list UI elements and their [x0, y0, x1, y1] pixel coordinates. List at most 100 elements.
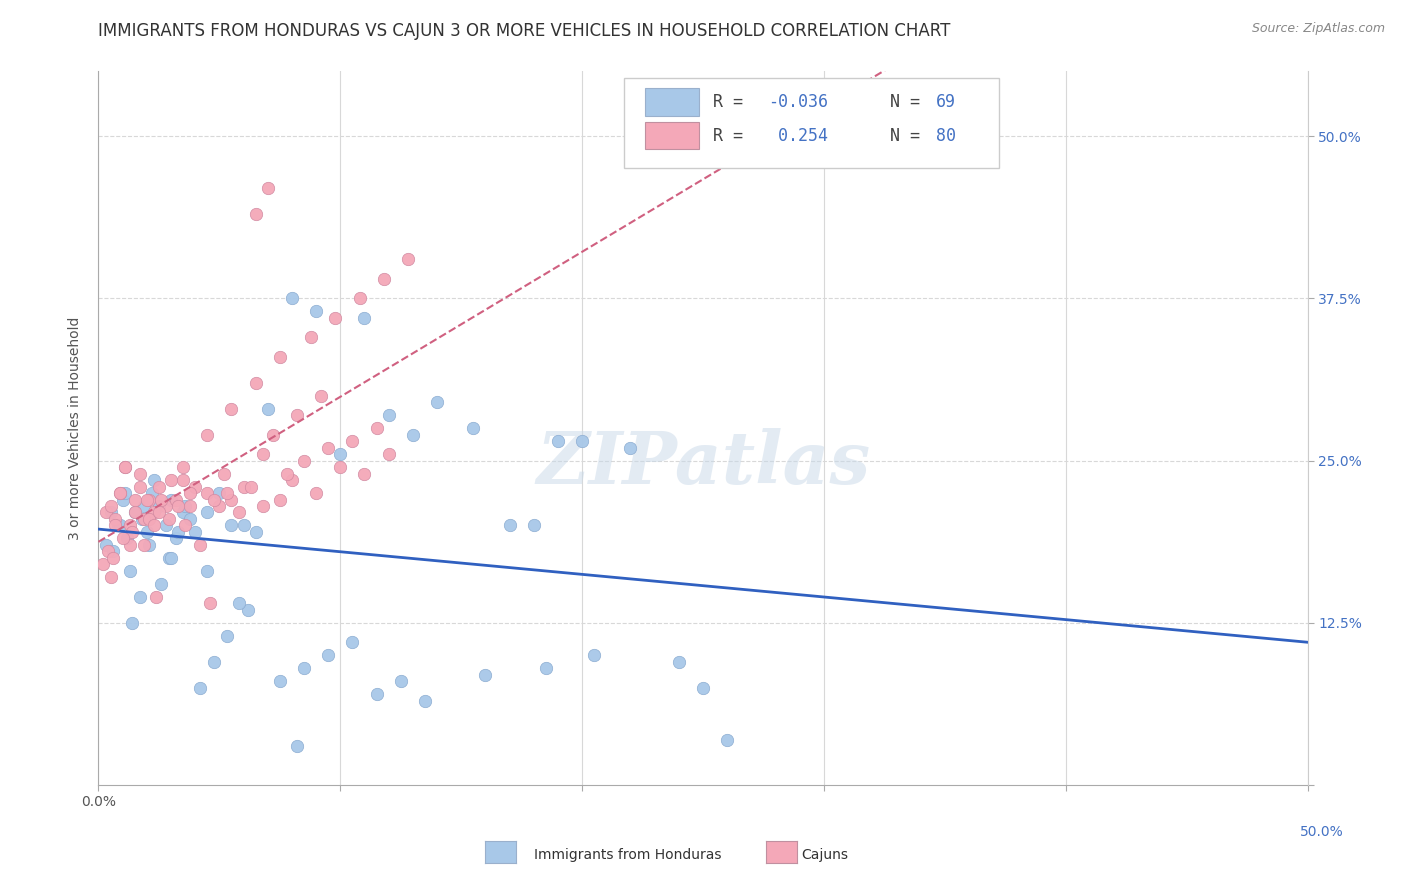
- Point: [245, 524, 267, 539]
- Point: [111, 532, 134, 546]
- Point: [143, 473, 166, 487]
- Point: [114, 486, 136, 500]
- Point: [692, 681, 714, 695]
- Point: [377, 447, 399, 461]
- Point: [155, 499, 177, 513]
- Point: [134, 538, 156, 552]
- Point: [426, 395, 449, 409]
- Text: -0.036: -0.036: [768, 93, 828, 111]
- Point: [108, 486, 131, 500]
- Point: [238, 603, 260, 617]
- Point: [165, 532, 187, 546]
- Point: [256, 401, 278, 416]
- Point: [135, 524, 157, 539]
- Point: [547, 434, 569, 449]
- Point: [174, 499, 197, 513]
- Point: [342, 434, 364, 449]
- Point: [262, 427, 284, 442]
- FancyBboxPatch shape: [645, 88, 699, 116]
- Point: [108, 518, 131, 533]
- Point: [402, 427, 425, 442]
- Text: 69: 69: [936, 93, 956, 111]
- Point: [174, 518, 197, 533]
- Point: [305, 304, 328, 318]
- Point: [498, 518, 520, 533]
- Point: [118, 564, 141, 578]
- Point: [157, 550, 180, 565]
- Point: [285, 739, 308, 753]
- Point: [134, 512, 156, 526]
- Point: [150, 492, 173, 507]
- Point: [389, 674, 412, 689]
- Point: [668, 655, 690, 669]
- Point: [463, 421, 485, 435]
- Point: [228, 596, 250, 610]
- Point: [160, 550, 183, 565]
- Text: 80: 80: [936, 127, 956, 145]
- Point: [141, 486, 163, 500]
- Point: [716, 732, 738, 747]
- Point: [160, 492, 183, 507]
- Point: [349, 292, 371, 306]
- Point: [114, 460, 136, 475]
- Point: [150, 577, 173, 591]
- Point: [195, 486, 218, 500]
- Point: [534, 661, 557, 675]
- Point: [97, 544, 120, 558]
- Point: [208, 486, 231, 500]
- Point: [366, 687, 388, 701]
- Point: [179, 512, 201, 526]
- Point: [221, 518, 243, 533]
- Point: [172, 473, 194, 487]
- Point: [111, 492, 134, 507]
- Point: [583, 648, 606, 663]
- Point: [204, 655, 226, 669]
- Point: [138, 538, 160, 552]
- Point: [135, 492, 157, 507]
- Point: [128, 590, 150, 604]
- Point: [145, 590, 167, 604]
- Point: [128, 479, 150, 493]
- Point: [179, 499, 201, 513]
- Point: [329, 447, 352, 461]
- Point: [148, 506, 170, 520]
- Point: [128, 467, 150, 481]
- Point: [228, 506, 250, 520]
- Point: [104, 518, 127, 533]
- Point: [221, 492, 243, 507]
- FancyBboxPatch shape: [645, 122, 699, 149]
- Point: [232, 479, 254, 493]
- Point: [523, 518, 546, 533]
- Point: [100, 506, 122, 520]
- Point: [165, 492, 187, 507]
- Point: [143, 506, 166, 520]
- Text: R =: R =: [713, 93, 752, 111]
- Point: [157, 512, 180, 526]
- Point: [316, 441, 339, 455]
- Point: [252, 447, 274, 461]
- Point: [188, 538, 211, 552]
- Point: [184, 524, 207, 539]
- Point: [239, 479, 262, 493]
- Point: [195, 564, 218, 578]
- Point: [342, 635, 364, 649]
- Point: [305, 486, 328, 500]
- Point: [114, 460, 136, 475]
- Point: [198, 596, 221, 610]
- Point: [571, 434, 593, 449]
- Point: [195, 506, 218, 520]
- Point: [269, 492, 291, 507]
- Point: [124, 506, 146, 520]
- Point: [188, 681, 211, 695]
- Point: [221, 401, 243, 416]
- Point: [269, 350, 291, 364]
- Point: [329, 460, 352, 475]
- Text: Immigrants from Honduras: Immigrants from Honduras: [534, 847, 721, 862]
- Point: [108, 486, 131, 500]
- Point: [316, 648, 339, 663]
- Point: [143, 518, 166, 533]
- Point: [124, 492, 146, 507]
- Text: IMMIGRANTS FROM HONDURAS VS CAJUN 3 OR MORE VEHICLES IN HOUSEHOLD CORRELATION CH: IMMIGRANTS FROM HONDURAS VS CAJUN 3 OR M…: [98, 22, 950, 40]
- Point: [413, 693, 436, 707]
- Point: [245, 376, 267, 390]
